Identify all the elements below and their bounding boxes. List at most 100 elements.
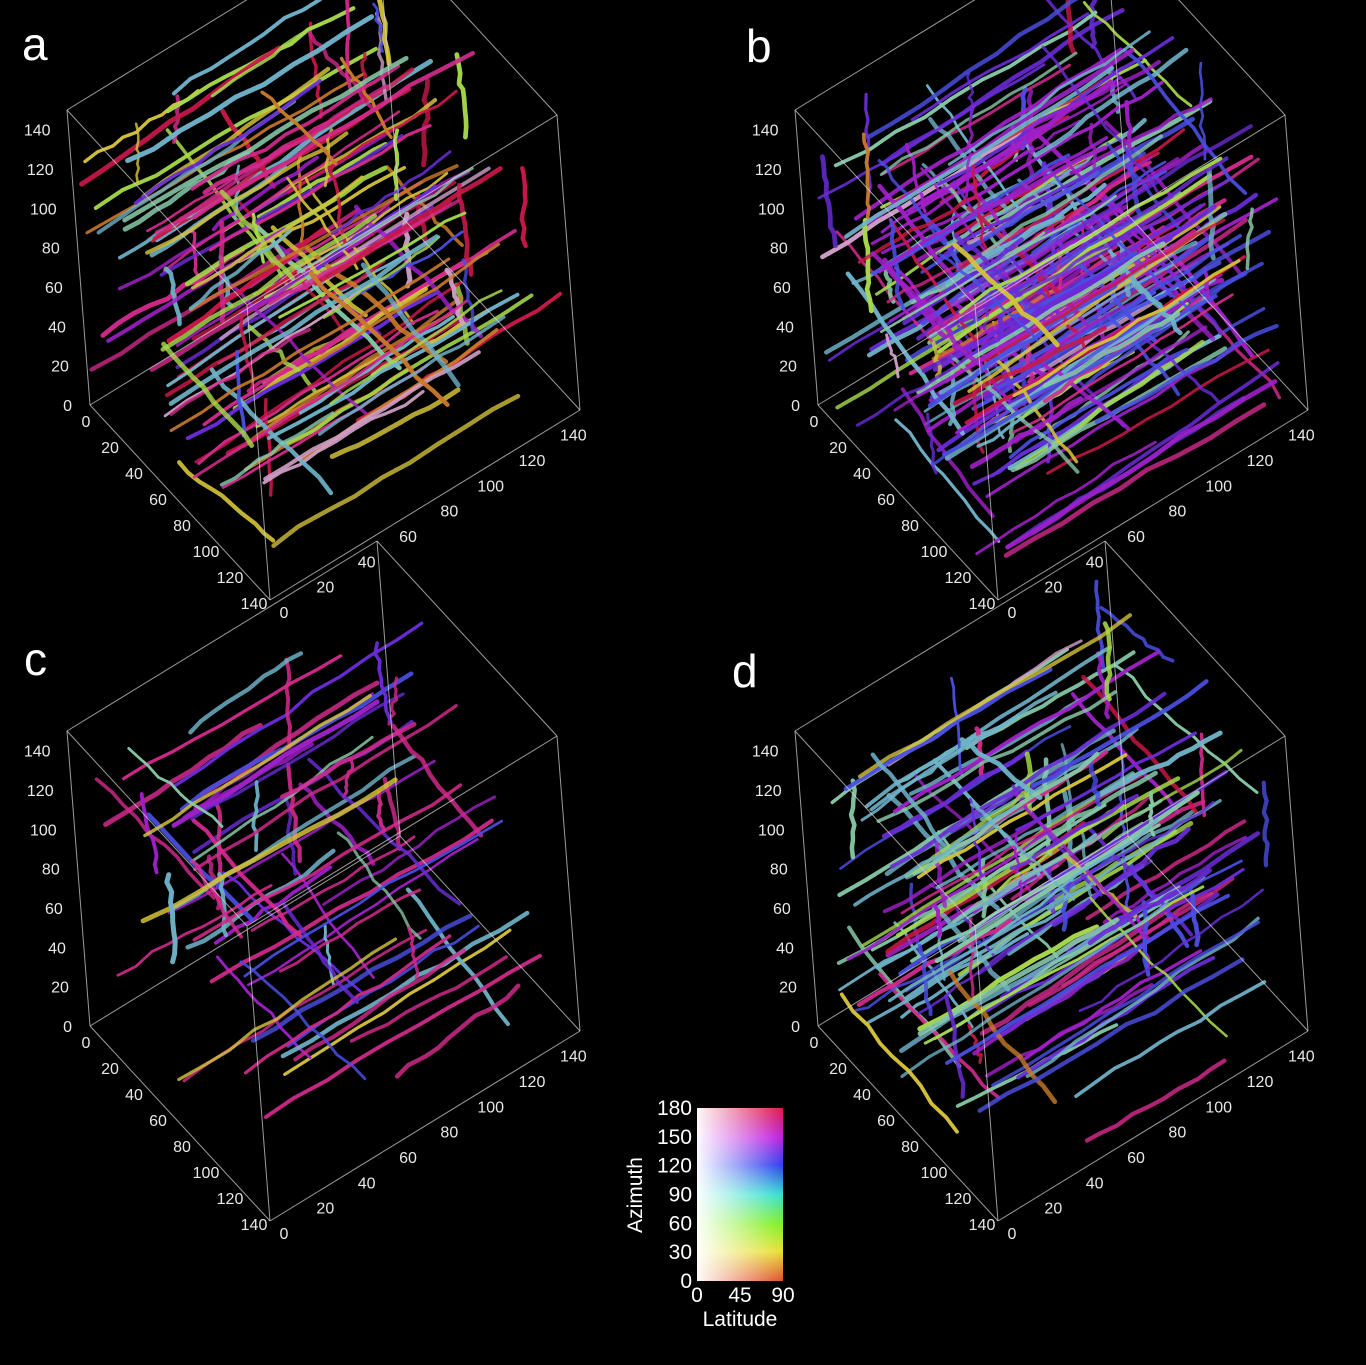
fiber	[1046, 348, 1271, 475]
cube-edge	[794, 730, 819, 1027]
fiber	[1005, 379, 1278, 550]
fiber	[263, 953, 542, 1119]
depth-tick-label: 40	[853, 1087, 871, 1104]
fiber	[1025, 916, 1260, 1079]
fiber	[140, 777, 398, 924]
width-tick-label: 80	[440, 504, 458, 521]
cube-edge	[794, 540, 1106, 732]
fiber	[877, 135, 1109, 274]
fiber	[1023, 59, 1161, 132]
depth-tick-label: 0	[810, 414, 819, 431]
depth-tick-label: 40	[853, 466, 871, 483]
fiber	[864, 645, 1112, 809]
fiber	[219, 411, 335, 487]
fiber	[184, 165, 388, 287]
fiber	[122, 55, 409, 223]
fiber	[1013, 325, 1208, 444]
width-tick-label: 0	[280, 1226, 289, 1243]
fiber	[1084, 1058, 1227, 1143]
vertical-tick-label: 120	[27, 162, 54, 179]
fiber	[263, 350, 481, 481]
fiber	[298, 782, 376, 866]
fiber	[861, 132, 871, 223]
depth-tick-label: 140	[241, 1217, 268, 1234]
depth-tick-label: 0	[810, 1035, 819, 1052]
cube-edge	[1284, 735, 1309, 1032]
fiber	[979, 769, 1228, 928]
fiber	[193, 703, 459, 872]
vertical-tick-label: 140	[24, 123, 51, 140]
vertical-tick-label: 120	[27, 783, 54, 800]
fiber	[235, 349, 247, 438]
fiber	[250, 835, 416, 932]
fiber	[880, 194, 1118, 334]
fiber	[1087, 757, 1102, 807]
fiber	[927, 283, 1118, 408]
depth-tick-label: 100	[193, 1165, 220, 1182]
fiber	[949, 676, 964, 777]
latitude-tick-label: 45	[728, 1284, 751, 1307]
fiber	[256, 141, 388, 219]
depth-tick-label: 80	[173, 1139, 191, 1156]
width-tick-label: 40	[1086, 1175, 1104, 1192]
fiber	[991, 920, 1261, 1087]
fiber	[885, 333, 900, 379]
cube-edge	[269, 1030, 581, 1222]
fiber	[191, 818, 303, 938]
fiber	[307, 30, 375, 111]
fiber	[262, 389, 425, 485]
fiber	[238, 310, 255, 389]
fiber	[839, 992, 959, 1134]
width-tick-label: 140	[560, 1049, 587, 1066]
fiber	[1042, 311, 1181, 388]
fiber	[855, 338, 1001, 427]
fiber	[282, 903, 359, 1005]
fiber	[339, 56, 393, 139]
cube-edge	[1104, 540, 1129, 837]
fiber	[960, 119, 1081, 195]
cube-edge	[794, 0, 976, 111]
fiber	[952, 242, 1060, 348]
fiber	[1087, 868, 1212, 946]
depth-tick-label: 100	[193, 544, 220, 561]
cube-edge	[1127, 835, 1309, 1032]
fiber	[934, 839, 948, 908]
fiber	[317, 315, 506, 436]
fiber	[307, 757, 462, 906]
fiber	[971, 164, 988, 249]
fiber	[1078, 888, 1264, 1013]
fiber	[867, 906, 1067, 1024]
fiber	[376, 790, 387, 833]
width-tick-label: 120	[519, 453, 546, 470]
fiber	[247, 838, 479, 987]
vertical-tick-label: 60	[773, 280, 791, 297]
fiber	[1003, 234, 1213, 376]
fiber	[239, 960, 367, 1081]
fiber	[394, 983, 521, 1079]
fiber	[171, 0, 323, 96]
cube-edge	[66, 730, 91, 1027]
cube-edge	[246, 925, 271, 1222]
fiber	[1245, 207, 1254, 271]
cube-edge	[66, 0, 248, 111]
vertical-tick-label: 140	[752, 123, 779, 140]
depth-tick-label: 20	[829, 440, 847, 457]
orientation-color-key: 0 30 60 90 120 150 180 0 45 90 Azimuth Latitude	[624, 1097, 795, 1331]
fiber	[881, 63, 1072, 176]
fiber	[293, 948, 467, 1062]
fiber	[190, 859, 244, 939]
fiber	[950, 762, 1072, 834]
vertical-tick-label: 20	[51, 980, 69, 997]
fiber	[894, 418, 1001, 543]
fiber	[177, 460, 276, 544]
fiber	[360, 262, 462, 389]
fiber	[853, 806, 1017, 907]
cube-edge	[794, 109, 819, 406]
width-tick-label: 80	[1168, 1125, 1186, 1142]
fiber	[853, 47, 1123, 221]
cube-edge	[1110, 0, 1129, 216]
width-tick-label: 0	[280, 605, 289, 622]
fiber	[169, 257, 451, 433]
panel-label: c	[24, 633, 47, 685]
fiber-bundle	[79, 0, 563, 548]
